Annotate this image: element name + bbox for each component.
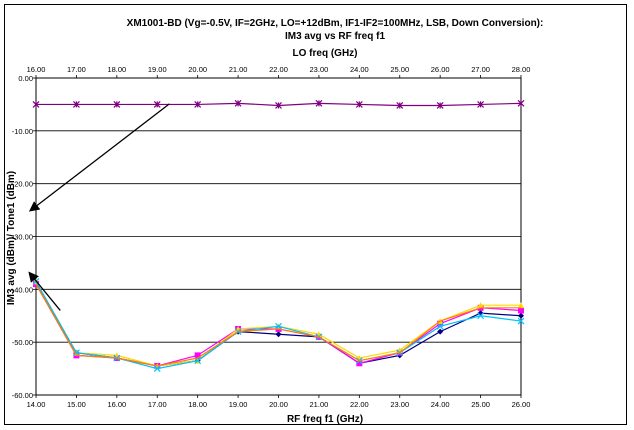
x-tick-label: 14.00 xyxy=(27,400,46,409)
series-point xyxy=(518,312,524,319)
x-tick-label: 20.00 xyxy=(269,400,288,409)
top-axis-title: LO freq (GHz) xyxy=(293,48,358,59)
series-point xyxy=(153,365,161,373)
chart-title-line2: IM3 avg vs RF freq f1 xyxy=(285,31,385,42)
x-tick-label: 21.00 xyxy=(310,400,329,409)
top-tick-label: 21.00 xyxy=(229,65,248,74)
top-tick-label: 27.00 xyxy=(471,65,490,74)
series-point xyxy=(437,328,444,335)
x-tick-label: 25.00 xyxy=(471,400,490,409)
series-line xyxy=(35,283,521,367)
series-point xyxy=(275,331,282,338)
top-tick-label: 22.00 xyxy=(269,65,288,74)
top-tick-label: 26.00 xyxy=(431,65,450,74)
x-tick-label: 16.00 xyxy=(107,400,126,409)
top-tick-label: 19.00 xyxy=(148,65,167,74)
top-tick-label: 18.00 xyxy=(107,65,126,74)
x-tick-label: 24.00 xyxy=(431,400,450,409)
series-point xyxy=(275,102,282,109)
x-axis-title: RF freq f1 (GHz) xyxy=(287,414,363,425)
series-point xyxy=(477,100,485,108)
chart-title-line1: XM1001-BD (Vg=-0.5V, IF=2GHz, LO=+12dBm,… xyxy=(127,18,544,29)
y-tick-label: -30.00 xyxy=(12,233,33,242)
top-tick-label: 28.00 xyxy=(512,65,531,74)
series-point xyxy=(315,99,323,107)
top-tick-label: 16.00 xyxy=(27,65,46,74)
series-point xyxy=(113,100,121,108)
annotation-arrow-im3 xyxy=(28,271,61,311)
y-tick-label: -40.00 xyxy=(12,285,33,294)
series-point xyxy=(518,302,524,309)
x-tick-label: 18.00 xyxy=(188,400,207,409)
series-point xyxy=(477,312,485,320)
y-tick-label: -60.00 xyxy=(12,391,33,400)
top-tick-label: 23.00 xyxy=(310,65,329,74)
series-point xyxy=(153,100,161,108)
annotation-arrow-tone1 xyxy=(28,103,170,212)
y-tick-label: -10.00 xyxy=(12,127,33,136)
top-tick-label: 25.00 xyxy=(390,65,409,74)
series-point xyxy=(32,100,40,108)
series-point xyxy=(72,100,80,108)
top-tick-label: 17.00 xyxy=(67,65,86,74)
y-axis-title: IM3 avg (dBm)/ Tone1 (dBm) xyxy=(6,171,17,305)
top-tick-label: 20.00 xyxy=(188,65,207,74)
top-tick-label: 24.00 xyxy=(350,65,369,74)
series-point xyxy=(517,99,525,107)
x-tick-label: 26.00 xyxy=(512,400,531,409)
series-point xyxy=(436,322,444,330)
series-point xyxy=(355,100,363,108)
series-point xyxy=(194,352,201,359)
y-tick-label: -20.00 xyxy=(12,180,33,189)
y-tick-label: 0.00 xyxy=(18,74,33,83)
x-tick-label: 17.00 xyxy=(148,400,167,409)
series-point xyxy=(194,100,202,108)
x-tick-label: 22.00 xyxy=(350,400,369,409)
series-point xyxy=(275,322,282,330)
series-point xyxy=(517,317,525,325)
x-tick-label: 15.00 xyxy=(67,400,86,409)
series-point xyxy=(436,102,444,109)
x-tick-label: 19.00 xyxy=(229,400,248,409)
series-point xyxy=(396,102,404,109)
y-tick-label: -50.00 xyxy=(12,338,33,347)
x-tick-label: 23.00 xyxy=(390,400,409,409)
series-point xyxy=(518,307,524,314)
series-point xyxy=(234,99,242,107)
series-point xyxy=(477,302,484,309)
series-point xyxy=(356,360,363,367)
